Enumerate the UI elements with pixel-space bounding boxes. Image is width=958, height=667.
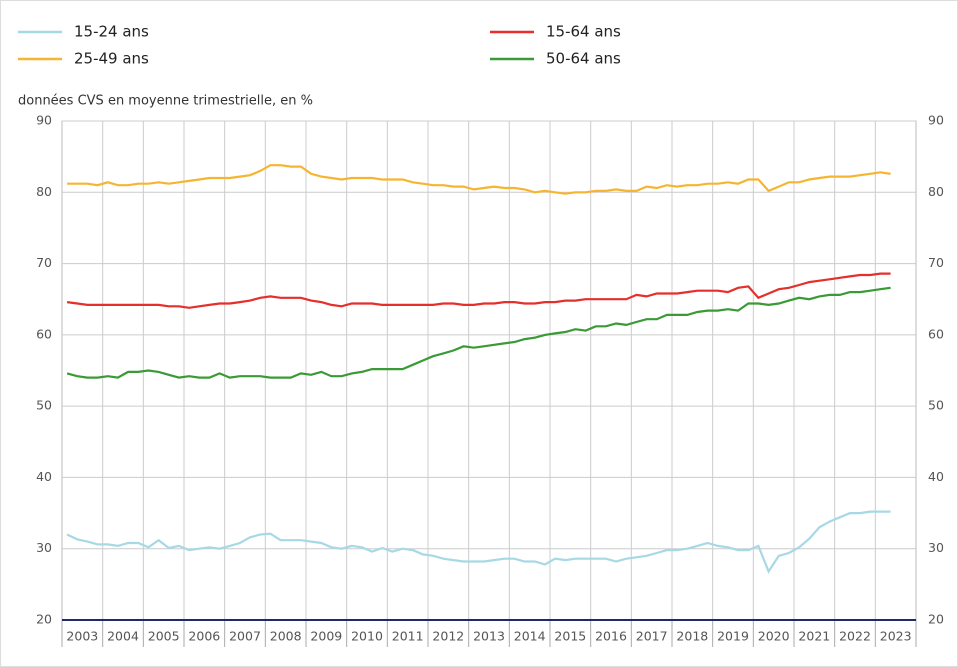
series-line <box>66 272 891 309</box>
x-tick-label: 2023 <box>880 629 912 644</box>
y2-tick-label: 80 <box>928 184 944 199</box>
x-tick-label: 2014 <box>514 629 546 644</box>
series-line <box>67 164 891 195</box>
legend-label: 15-64 ans <box>546 23 621 41</box>
legend-label: 25-49 ans <box>74 50 149 68</box>
x-tick-label: 2016 <box>595 629 627 644</box>
y-tick-label: 70 <box>36 255 52 270</box>
subtitle: données CVS en moyenne trimestrielle, en… <box>18 94 313 109</box>
y-tick-label: 60 <box>36 326 52 341</box>
x-tick-label: 2018 <box>676 629 708 644</box>
series-line <box>66 510 891 574</box>
y-tick-label: 90 <box>36 113 52 128</box>
y2-tick-label: 50 <box>928 398 944 413</box>
y2-tick-label: 60 <box>928 326 944 341</box>
x-tick-label: 2006 <box>188 629 220 644</box>
y2-tick-label: 20 <box>928 612 944 627</box>
x-tick-label: 2009 <box>310 629 342 644</box>
x-tick-label: 2021 <box>798 629 830 644</box>
y-tick-label: 30 <box>36 540 52 555</box>
series-line <box>66 286 891 379</box>
legend-label: 15-24 ans <box>74 23 149 41</box>
x-tick-label: 2019 <box>717 629 749 644</box>
x-tick-label: 2004 <box>107 629 139 644</box>
x-tick-label: 2007 <box>229 629 261 644</box>
y-tick-label: 50 <box>36 398 52 413</box>
x-tick-label: 2003 <box>66 629 98 644</box>
x-tick-label: 2022 <box>839 629 871 644</box>
y2-tick-label: 30 <box>928 540 944 555</box>
x-tick-label: 2011 <box>392 629 424 644</box>
y2-tick-label: 40 <box>928 469 944 484</box>
x-tick-label: 2017 <box>636 629 668 644</box>
y-tick-label: 20 <box>36 612 52 627</box>
x-tick-label: 2010 <box>351 629 383 644</box>
x-tick-label: 2012 <box>432 629 464 644</box>
y-tick-label: 80 <box>36 184 52 199</box>
plot-area <box>61 120 917 621</box>
y2-tick-label: 90 <box>928 113 944 128</box>
x-tick-label: 2013 <box>473 629 505 644</box>
x-tick-label: 2005 <box>148 629 180 644</box>
x-tick-label: 2020 <box>758 629 790 644</box>
x-tick-label: 2015 <box>554 629 586 644</box>
x-tick-label: 2008 <box>270 629 302 644</box>
y2-tick-label: 70 <box>928 255 944 270</box>
legend-label: 50-64 ans <box>546 50 621 68</box>
y-tick-label: 40 <box>36 469 52 484</box>
